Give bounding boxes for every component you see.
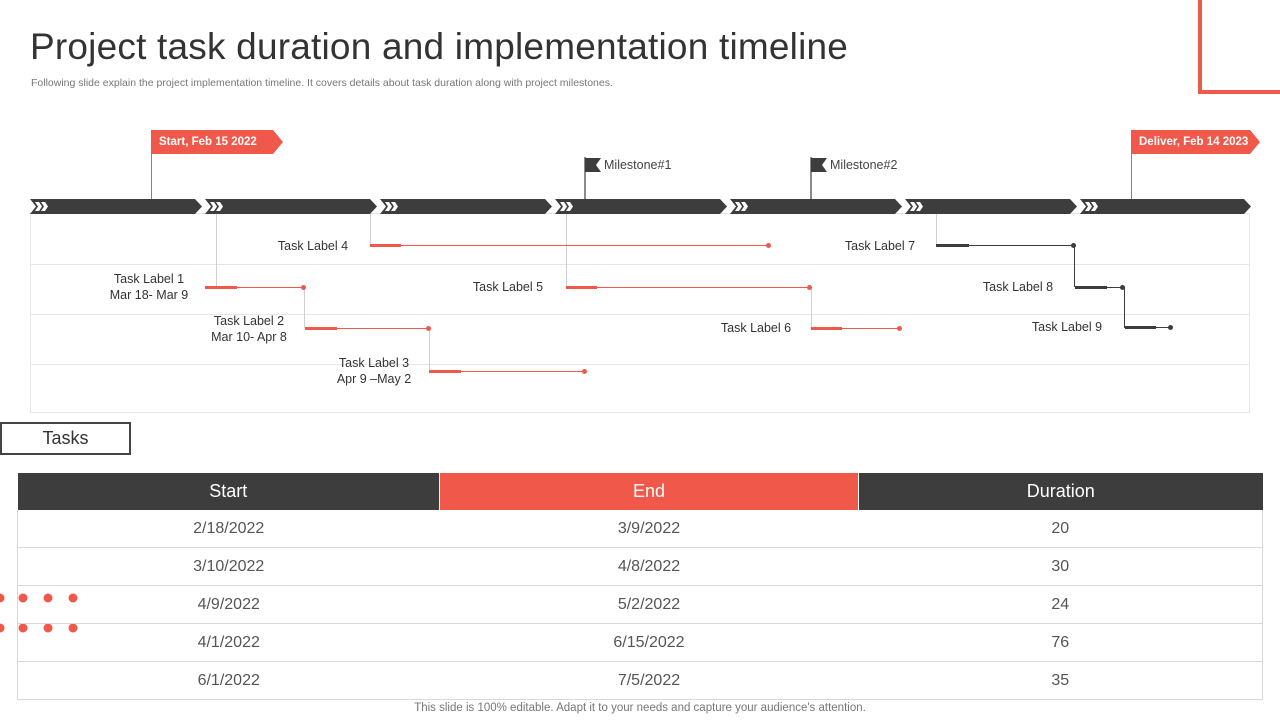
column-header-duration: Duration (858, 473, 1263, 510)
timeline-arrow-bar (30, 199, 1251, 214)
connector-line (566, 214, 567, 287)
table-cell: 7/5/2022 (439, 661, 859, 700)
task-label-5: Task Label 5 (472, 280, 544, 294)
milestone-1-label: Milestone#1 (604, 158, 672, 172)
connector-line (811, 287, 812, 328)
table-cell: 30 (858, 547, 1263, 586)
task-6-bar (811, 327, 842, 330)
task-5-line (566, 287, 810, 288)
table-row: 6/1/2022 7/5/2022 35 (17, 661, 1263, 700)
table-cell: 3/9/2022 (439, 510, 859, 548)
column-header-end: End (439, 473, 860, 510)
task-5-bar (566, 286, 597, 289)
connector-line (936, 214, 937, 245)
corner-decoration (1198, 0, 1280, 94)
milestone-2-label: Milestone#2 (830, 158, 898, 172)
tasks-heading: Tasks (0, 422, 131, 455)
task-label-1: Task Label 1 Mar 18- Mar 9 (95, 271, 203, 303)
column-header-start: Start (17, 473, 440, 510)
task-3-end-dot (582, 369, 587, 374)
task-8-end-dot (1120, 285, 1125, 290)
task-9-bar (1125, 326, 1156, 329)
task-table: Start End Duration 2/18/2022 3/9/2022 20… (17, 473, 1263, 700)
start-flag: Start, Feb 15 2022 (151, 130, 283, 154)
table-cell: 2/18/2022 (17, 510, 440, 548)
task-7-end-dot (1071, 243, 1076, 248)
connector-line (216, 214, 217, 287)
task-4-line (370, 245, 769, 246)
flag-icon (810, 157, 827, 199)
task-label-9: Task Label 9 (1031, 320, 1103, 334)
task-6-line (811, 328, 900, 329)
task-label-3-name: Task Label 3 (338, 356, 410, 370)
task-2-end-dot (426, 326, 431, 331)
grid-line (31, 364, 1249, 365)
table-cell: 76 (858, 623, 1263, 662)
start-flag-pole (151, 154, 152, 199)
connector-line (429, 329, 430, 371)
page-subtitle: Following slide explain the project impl… (31, 77, 613, 89)
task-1-end-dot (301, 285, 306, 290)
task-label-2-name: Task Label 2 (213, 314, 285, 328)
table-cell: 24 (858, 585, 1263, 624)
deliver-flag-pole (1131, 154, 1132, 199)
task-label-1-name: Task Label 1 (113, 272, 185, 286)
connector-line (1074, 245, 1075, 287)
table-row: 4/9/2022 5/2/2022 24 (17, 585, 1263, 624)
flag-icon (584, 157, 601, 199)
task-4-end-dot (766, 243, 771, 248)
task-2-line (305, 328, 429, 329)
task-7-line (936, 245, 1074, 246)
task-label-4: Task Label 4 (277, 239, 349, 253)
grid-line (31, 264, 1249, 265)
table-row: 3/10/2022 4/8/2022 30 (17, 547, 1263, 586)
deliver-flag: Deliver, Feb 14 2023 (1131, 130, 1260, 154)
table-cell: 6/15/2022 (439, 623, 859, 662)
task-label-3-dates: Apr 9 –May 2 (336, 372, 412, 386)
task-8-bar (1075, 286, 1107, 289)
connector-line (1124, 287, 1125, 328)
page-title: Project task duration and implementation… (30, 26, 849, 67)
table-header-row: Start End Duration (17, 473, 1263, 510)
table-cell: 35 (858, 661, 1263, 700)
table-cell: 20 (858, 510, 1263, 548)
task-7-bar (936, 244, 969, 247)
table-cell: 4/1/2022 (17, 623, 440, 662)
task-label-2: Task Label 2 Mar 10- Apr 8 (195, 313, 303, 345)
table-row: 4/1/2022 6/15/2022 76 (17, 623, 1263, 662)
table-cell: 3/10/2022 (17, 547, 440, 586)
task-4-bar (370, 244, 401, 247)
task-2-bar (305, 327, 337, 330)
task-9-end-dot (1168, 325, 1173, 330)
footer-note: This slide is 100% editable. Adapt it to… (414, 702, 866, 714)
task-label-6: Task Label 6 (720, 321, 792, 335)
task-6-end-dot (897, 326, 902, 331)
task-5-end-dot (807, 285, 812, 290)
table-row: 2/18/2022 3/9/2022 20 (17, 510, 1263, 548)
task-1-line (205, 287, 304, 288)
table-cell: 4/8/2022 (439, 547, 859, 586)
task-1-bar (205, 286, 237, 289)
task-3-bar (429, 370, 461, 373)
task-3-line (429, 371, 585, 372)
table-cell: 4/9/2022 (17, 585, 440, 624)
grid-line (31, 314, 1249, 315)
task-label-2-dates: Mar 10- Apr 8 (211, 330, 287, 344)
task-label-3: Task Label 3 Apr 9 –May 2 (320, 355, 428, 387)
connector-line (304, 287, 305, 328)
task-label-8: Task Label 8 (982, 280, 1054, 294)
task-label-1-dates: Mar 18- Mar 9 (109, 288, 189, 302)
task-label-7: Task Label 7 (844, 239, 916, 253)
table-cell: 5/2/2022 (439, 585, 859, 624)
connector-line (370, 214, 371, 245)
table-cell: 6/1/2022 (17, 661, 440, 700)
